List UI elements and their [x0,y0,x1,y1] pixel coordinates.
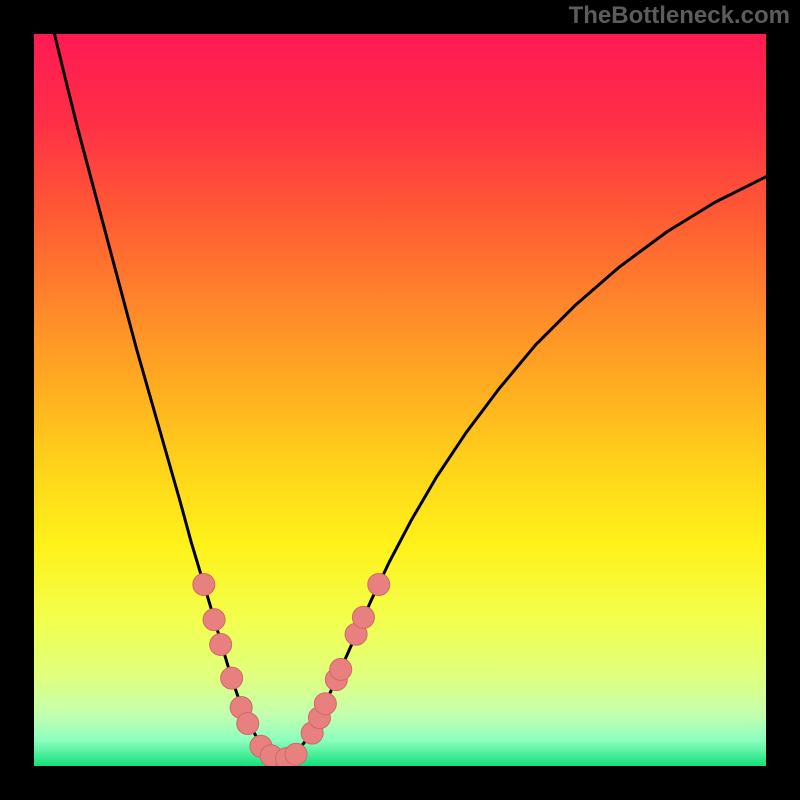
data-marker [210,633,232,655]
data-marker [193,573,215,595]
data-marker [285,743,307,765]
data-marker [203,609,225,631]
chart-plot-area [34,34,766,766]
data-marker [368,573,390,595]
data-marker [330,658,352,680]
data-marker [314,693,336,715]
data-marker [352,606,374,628]
data-marker [221,667,243,689]
watermark-text: TheBottleneck.com [569,2,790,30]
data-marker [237,713,259,735]
